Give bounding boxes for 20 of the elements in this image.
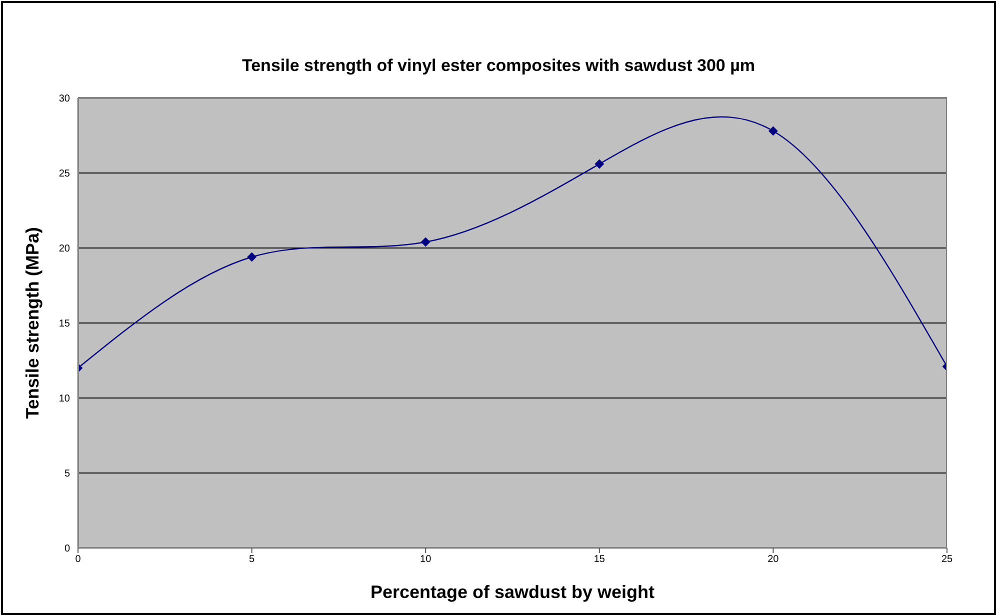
y-tick-label: 30 [58,94,70,105]
y-tick-label: 25 [58,168,70,180]
point [768,126,778,136]
x-tick-label: 20 [768,554,780,566]
y-tick-label: 20 [58,244,70,255]
x-tick-label: 5 [249,554,256,566]
x-tick-label: 0 [75,554,82,566]
y-axis-title: Tensile strength (MPa) [22,227,44,419]
x-tick-label: 10 [420,554,432,566]
y-tick-label: 10 [58,394,70,405]
y-tick-label: 15 [58,318,70,330]
point [421,238,430,246]
y-tick-label: 5 [64,468,70,480]
point [594,160,604,168]
x-tick-label: 15 [594,554,606,566]
point [247,252,256,262]
y-tick-label: 0 [64,544,70,555]
x-axis-title: Percentage of sawdust by weight [369,582,656,603]
x-tick-label: 25 [941,554,953,566]
chart-title: Tensile strength of vinyl ester composites with sawdust 300 µm [240,56,756,76]
